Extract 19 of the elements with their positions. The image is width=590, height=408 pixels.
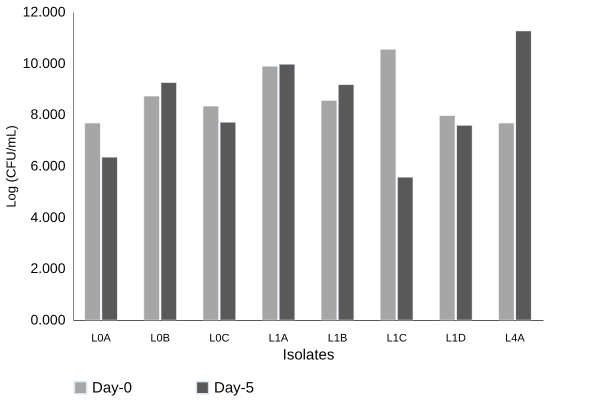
y-tick-label: 12.000 (22, 4, 66, 20)
y-tick-label: 6.000 (30, 158, 66, 174)
x-tick-label: L1D (446, 332, 466, 344)
y-tick-label: 8.000 (30, 106, 66, 122)
y-axis-title: Log (CFU/mL) (4, 125, 19, 208)
y-tick-label: 10.000 (22, 54, 66, 71)
x-tick-label: L0C (209, 332, 230, 344)
x-tick-label: L1B (328, 332, 348, 344)
x-tick-label: L0B (150, 332, 170, 344)
x-tick-label: L1A (268, 332, 289, 344)
x-tick-label: L0A (91, 332, 112, 344)
x-tick-label: L1C (386, 332, 407, 344)
legend-label: Day-0 (92, 380, 132, 397)
y-tick-label: 2.000 (30, 260, 66, 276)
x-axis-title: Isolates (282, 346, 334, 364)
y-tick-label: 4.000 (30, 208, 66, 225)
x-tick-label: L4A (505, 332, 526, 344)
y-tick-label: 0.000 (30, 312, 66, 328)
legend-label: Day-5 (214, 380, 254, 397)
